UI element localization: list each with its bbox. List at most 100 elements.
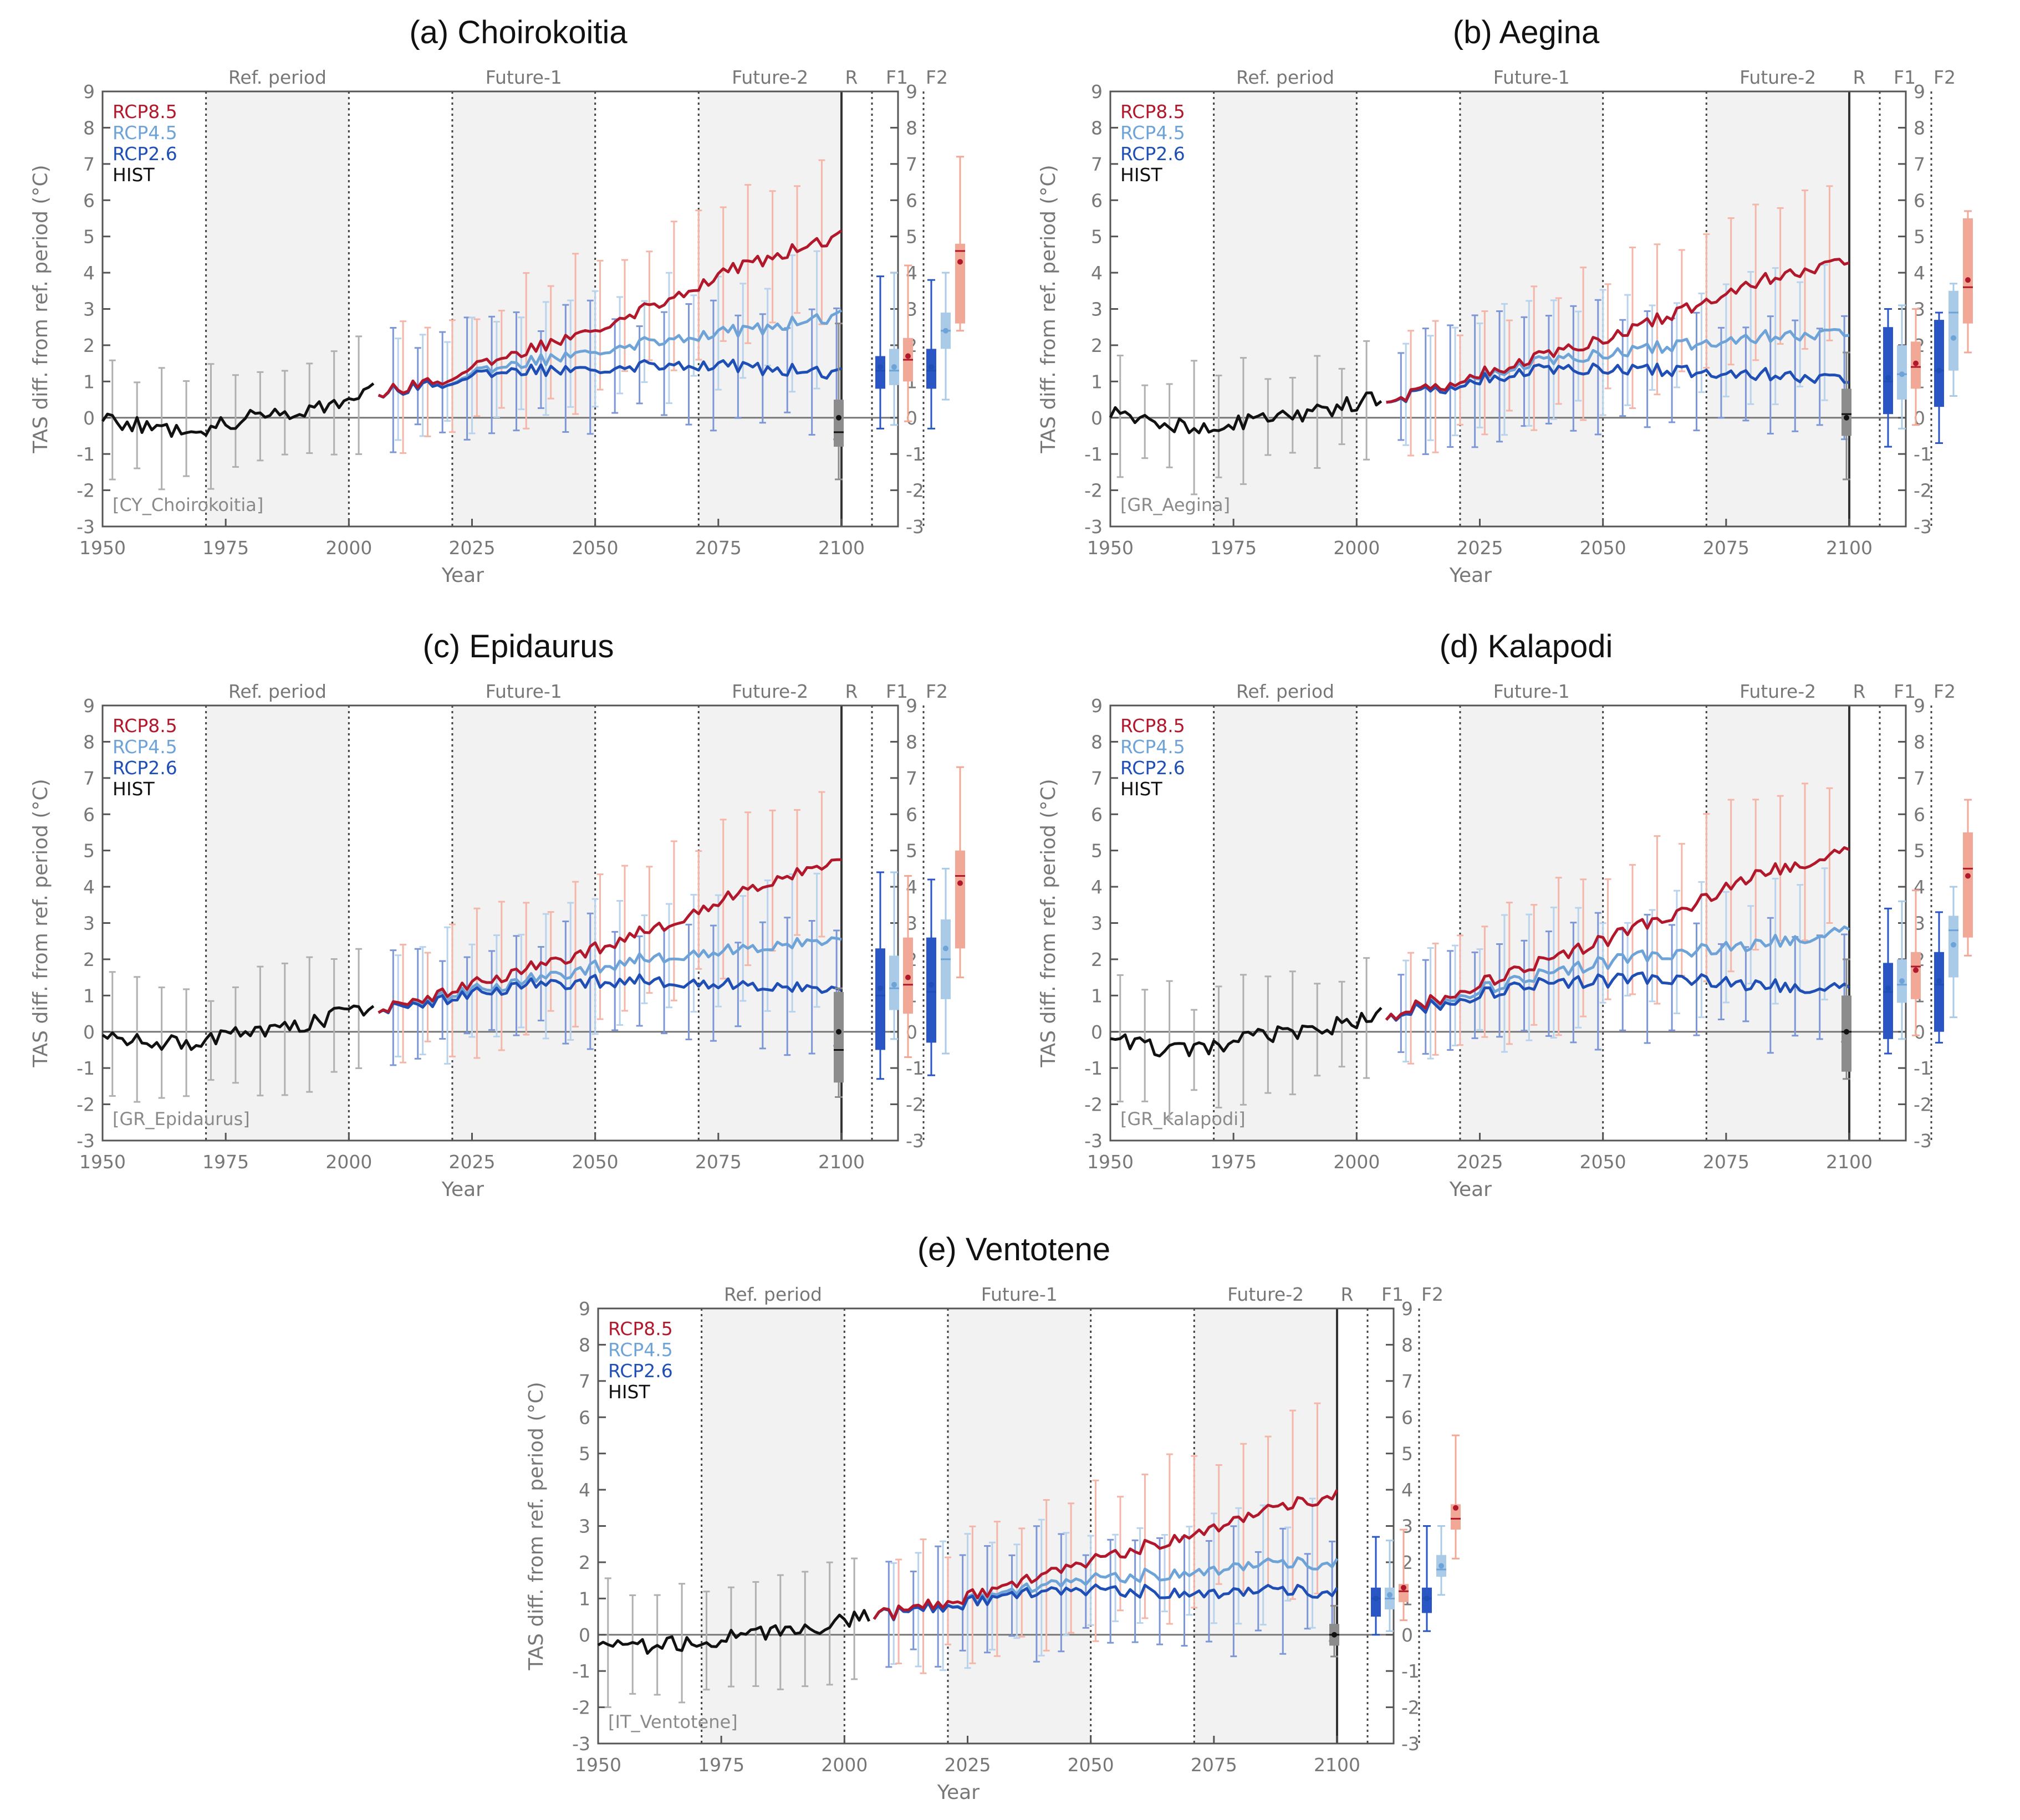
y-tick-label-right: -2 <box>906 480 924 502</box>
y-tick-label: 6 <box>1091 804 1103 825</box>
y-tick-label: 9 <box>83 81 95 103</box>
x-tick-label: 1975 <box>202 1151 249 1173</box>
box-mean <box>1844 1029 1849 1035</box>
y-tick-label: -3 <box>76 516 95 538</box>
y-tick-label: 6 <box>579 1407 590 1428</box>
period-label: Future-2 <box>1740 67 1816 88</box>
x-tick-label: 2050 <box>1068 1754 1114 1776</box>
legend-item: HIST <box>1120 164 1162 186</box>
x-tick-label: 2000 <box>325 537 372 559</box>
period-label: Future-2 <box>732 681 808 702</box>
box-f2-rcp45 <box>1948 290 1958 371</box>
box-r-hist <box>1842 388 1851 436</box>
y-tick-label-right: -2 <box>1914 480 1932 502</box>
legend-item: RCP4.5 <box>113 122 177 144</box>
y-tick-label: 3 <box>83 299 95 320</box>
series-line-hist <box>101 382 375 438</box>
y-tick-label-right: 8 <box>906 117 917 139</box>
box-mean <box>1965 277 1971 283</box>
box-f2-rcp85 <box>1451 1504 1461 1530</box>
series-line-rcp26 <box>1386 362 1849 404</box>
box-mean <box>891 981 897 988</box>
y-tick-label: 9 <box>579 1298 590 1320</box>
y-tick-label: -1 <box>76 443 95 465</box>
y-tick-label: 1 <box>579 1588 590 1609</box>
x-tick-label: 2100 <box>1314 1754 1360 1776</box>
x-tick-label: 2025 <box>449 1151 496 1173</box>
box-mean <box>905 353 911 359</box>
y-tick-label-right: 7 <box>1914 154 1925 175</box>
period-label: Future-2 <box>732 67 808 88</box>
period-label: Ref. period <box>724 1284 822 1305</box>
period-shade <box>698 705 841 1141</box>
box-mean <box>943 945 948 952</box>
box-f1-rcp26 <box>1371 1587 1381 1617</box>
y-tick-label: 5 <box>579 1443 590 1465</box>
y-axis-label: TAS diff. from ref. period (°C) <box>29 165 52 453</box>
box-r-hist <box>834 400 844 447</box>
period-shade <box>1460 705 1603 1141</box>
y-tick-label-right: -1 <box>1401 1660 1420 1682</box>
y-tick-label: -3 <box>572 1733 590 1755</box>
x-axis-label: Year <box>1449 1178 1492 1201</box>
y-tick-label: 0 <box>83 1021 95 1043</box>
y-tick-label-right: 6 <box>1914 190 1925 211</box>
box-mean <box>1401 1584 1406 1591</box>
y-tick-label: 5 <box>1091 226 1103 248</box>
x-tick-label: 2075 <box>695 1151 742 1173</box>
x-tick-label: 1975 <box>202 537 249 559</box>
y-tick-label-right: -1 <box>1914 1057 1932 1079</box>
x-tick-label: 2050 <box>1580 1151 1626 1173</box>
y-tick-label: 3 <box>83 913 95 934</box>
box-mean <box>1373 1596 1379 1602</box>
box-group-label: R <box>1853 681 1866 702</box>
y-tick-label: 6 <box>1091 190 1103 211</box>
series-line-rcp85 <box>378 229 843 398</box>
y-tick-label-right: 4 <box>1914 262 1925 284</box>
y-tick-label: 9 <box>1091 81 1103 103</box>
box-f1-rcp26 <box>1883 327 1893 415</box>
legend-item: RCP4.5 <box>608 1339 673 1361</box>
box-f2-rcp85 <box>1963 218 1973 324</box>
panel-title: (a) Choirokoitia <box>409 14 628 50</box>
x-tick-label: 2025 <box>449 537 496 559</box>
y-tick-label: 4 <box>1091 262 1103 284</box>
box-mean <box>1913 967 1919 973</box>
box-mean <box>1387 1592 1392 1598</box>
legend-item: RCP2.6 <box>113 143 177 165</box>
x-tick-label: 1950 <box>79 537 126 559</box>
y-tick-label: -3 <box>76 1130 95 1152</box>
y-tick-label: -2 <box>572 1697 590 1719</box>
box-group-label: F1 <box>1894 67 1916 88</box>
box-mean <box>1332 1632 1337 1638</box>
box-mean <box>891 364 897 370</box>
box-group-label: R <box>845 681 858 702</box>
site-tag: [GR_Epidaurus] <box>113 1108 250 1129</box>
box-group-label: F2 <box>926 681 948 702</box>
period-label: Future-1 <box>486 67 562 88</box>
y-tick-label-right: 9 <box>1401 1298 1413 1320</box>
x-tick-label: 1950 <box>79 1151 126 1173</box>
panel-title: (b) Aegina <box>1453 14 1600 50</box>
box-mean <box>1453 1505 1458 1511</box>
period-shade <box>1706 91 1849 526</box>
series-line-rcp85 <box>1386 258 1850 404</box>
box-f1-rcp26 <box>875 948 885 1050</box>
box-mean <box>1965 873 1971 879</box>
legend-item: RCP2.6 <box>1120 757 1185 779</box>
x-tick-label: 1950 <box>1087 537 1134 559</box>
box-f1-rcp85 <box>1911 952 1921 999</box>
box-mean <box>1936 367 1942 374</box>
box-group-label: F2 <box>926 67 948 88</box>
y-tick-label: -1 <box>572 1660 590 1682</box>
box-f2-rcp85 <box>955 243 965 324</box>
period-shade <box>452 705 595 1141</box>
period-label: Future-2 <box>1227 1284 1304 1305</box>
x-tick-label: 2075 <box>1191 1754 1237 1776</box>
period-shade <box>698 91 841 526</box>
x-tick-label: 2000 <box>325 1151 372 1173</box>
y-tick-label-right: 5 <box>906 226 917 248</box>
y-tick-label-right: -1 <box>906 443 924 465</box>
period-shade <box>452 91 595 526</box>
legend-item: RCP8.5 <box>113 101 177 122</box>
